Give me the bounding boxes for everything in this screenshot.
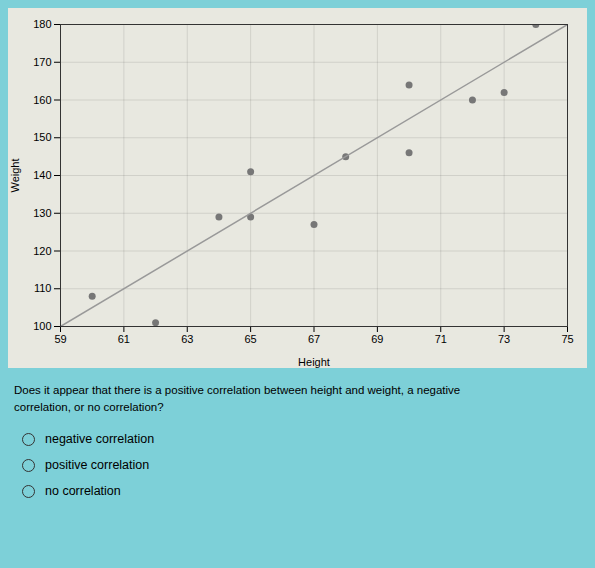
svg-text:170: 170 [33,56,51,68]
svg-text:160: 160 [33,94,51,106]
html-text:no correlation: no correlation [45,484,121,498]
svg-text:Height: Height [298,356,330,368]
svg-text:130: 130 [33,207,51,219]
svg-text:73: 73 [498,333,510,345]
svg-text:65: 65 [245,333,257,345]
html-text:correlation, or no correlation: correlation, or no correlation? [14,401,164,413]
svg-text:75: 75 [561,333,573,345]
svg-text:59: 59 [54,333,66,345]
svg-text:150: 150 [33,131,51,143]
svg-text:120: 120 [33,245,51,257]
svg-text:110: 110 [34,282,52,294]
html-text:negative correlation: negative correlation [45,432,155,446]
svg-text:61: 61 [118,333,130,345]
svg-text:140: 140 [33,169,51,181]
svg-text:69: 69 [371,333,383,345]
svg-text:180: 180 [33,18,51,30]
svg-text:Weight: Weight [9,158,21,192]
svg-text:71: 71 [435,333,447,345]
html-text:positive correlation: positive correlation [45,458,150,472]
html-text:Does it appear that there is a: Does it appear that there is a positive … [14,384,461,396]
svg-text:63: 63 [181,333,193,345]
svg-text:100: 100 [33,320,51,332]
svg-text:67: 67 [308,333,320,345]
